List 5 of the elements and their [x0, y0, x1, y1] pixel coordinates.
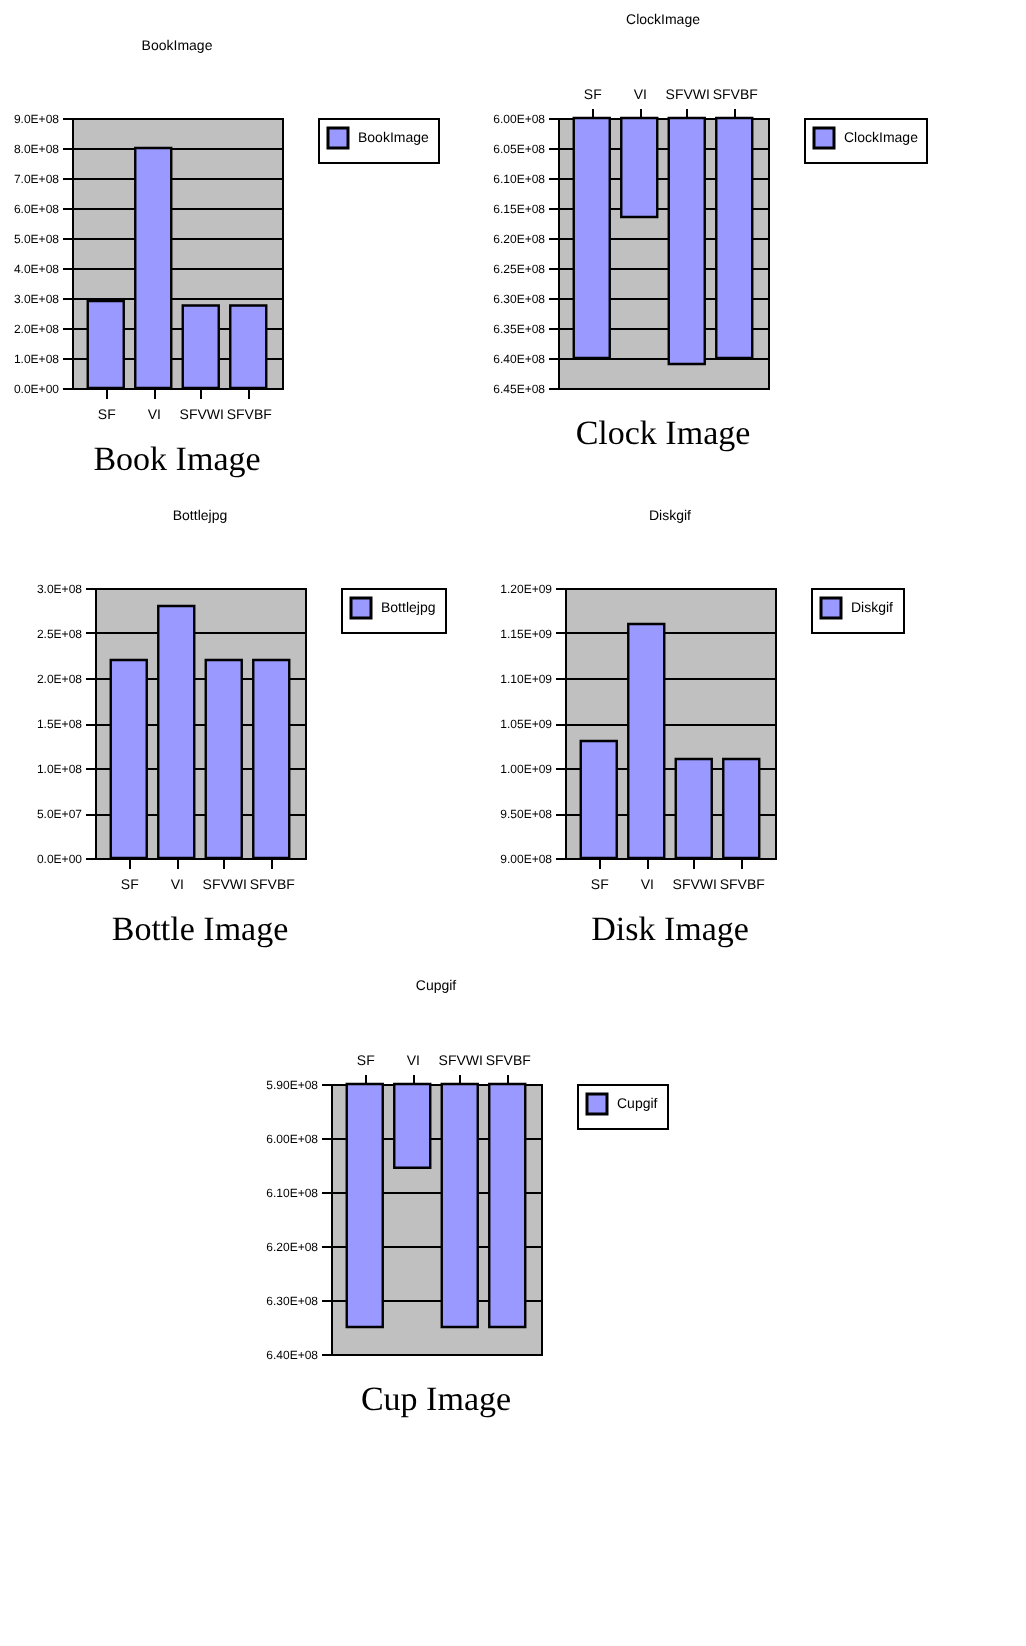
text: Disk Image	[591, 910, 749, 948]
text: Book Image	[93, 440, 261, 478]
text: Bottle Image	[111, 910, 289, 948]
text: Cup Image	[360, 1380, 512, 1418]
text: Clock Image	[575, 414, 751, 452]
